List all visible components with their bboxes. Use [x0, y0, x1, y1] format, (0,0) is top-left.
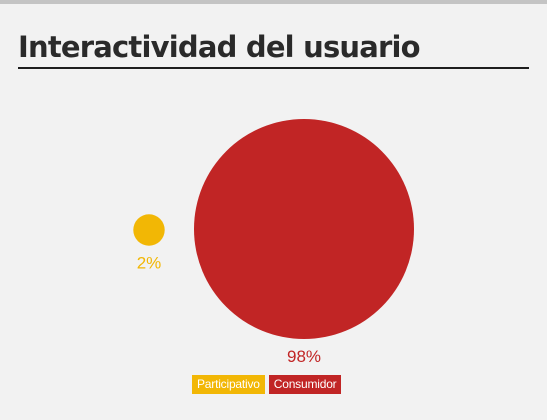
value-label-consumidor: 98% [287, 347, 321, 366]
legend-item-consumidor: Consumidor [268, 375, 342, 394]
bubble-consumidor [194, 119, 414, 339]
chart-title: Interactividad del usuario [18, 30, 421, 64]
legend-item-participativo: Participativo [192, 375, 265, 394]
value-label-participativo: 2% [137, 254, 162, 273]
bubble-participativo [133, 214, 165, 246]
title-underline [18, 67, 529, 69]
top-border [0, 0, 547, 4]
legend: Participativo Consumidor [192, 375, 342, 394]
